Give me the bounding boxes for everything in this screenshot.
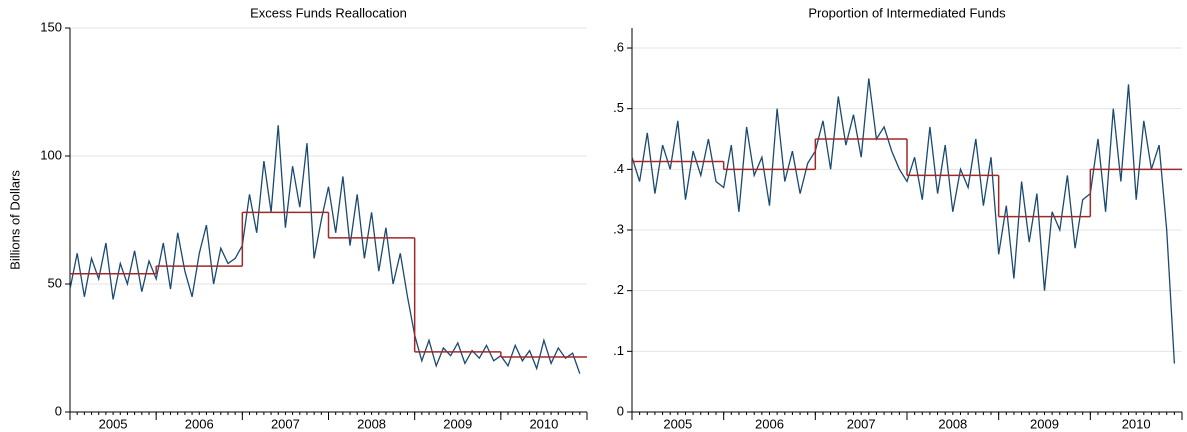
chart-title: Proportion of Intermediated Funds: [808, 5, 1006, 20]
chart-title: Excess Funds Reallocation: [250, 5, 407, 20]
x-tick-label: 2010: [1122, 416, 1151, 431]
y-tick-label: 0: [617, 403, 624, 418]
x-tick-label: 2009: [443, 416, 472, 431]
y-tick-label: 50: [48, 275, 62, 290]
y-tick-label: .3: [613, 221, 624, 236]
y-axis-label: Billions of Dollars: [7, 170, 22, 270]
x-tick-label: 2007: [271, 416, 300, 431]
x-tick-label: 2009: [1030, 416, 1059, 431]
y-tick-label: .2: [613, 282, 624, 297]
x-tick-label: 2005: [99, 416, 128, 431]
x-tick-label: 2006: [185, 416, 214, 431]
y-tick-label: 150: [40, 19, 62, 34]
x-tick-label: 2008: [938, 416, 967, 431]
x-tick-label: 2010: [529, 416, 558, 431]
x-tick-label: 2007: [847, 416, 876, 431]
y-tick-label: .4: [613, 161, 624, 176]
series-line: [69, 125, 581, 374]
series-line: [631, 78, 1176, 364]
x-tick-label: 2006: [755, 416, 784, 431]
y-tick-label: 100: [40, 147, 62, 162]
y-tick-label: .1: [613, 343, 624, 358]
x-tick-label: 2005: [663, 416, 692, 431]
y-tick-label: .6: [613, 39, 624, 54]
y-tick-label: 0: [55, 403, 62, 418]
x-tick-label: 2008: [357, 416, 386, 431]
y-tick-label: .5: [613, 100, 624, 115]
